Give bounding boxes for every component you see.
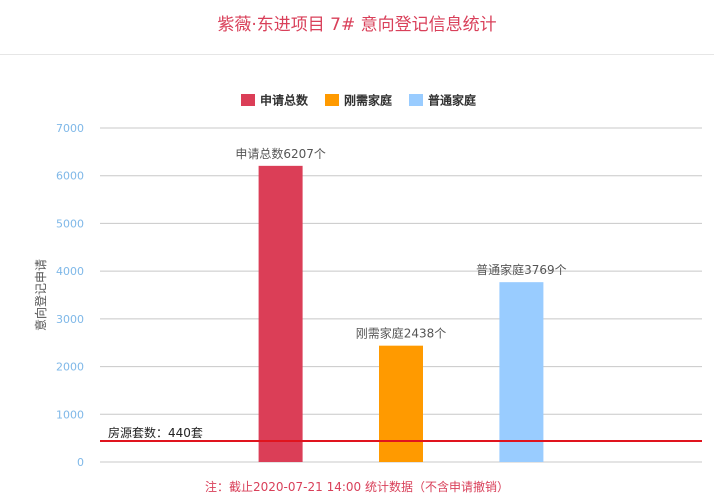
- bar-data-label: 申请总数6207个: [235, 146, 326, 161]
- y-tick-label: 6000: [56, 170, 84, 183]
- legend-label: 申请总数: [260, 93, 309, 108]
- bar-data-label: 普通家庭3769个: [476, 262, 567, 277]
- y-axis-title: 意向登记申请: [33, 259, 48, 331]
- title-divider: [0, 54, 714, 55]
- legend-label: 普通家庭: [428, 93, 476, 108]
- bar: [258, 165, 303, 462]
- y-tick-label: 0: [77, 456, 84, 469]
- legend-swatch: [409, 94, 423, 106]
- footnote: 注：截止2020-07-21 14:00 统计数据（不含申请撤销）: [205, 480, 509, 494]
- chart-title: 紫薇·东进项目 7# 意向登记信息统计: [217, 15, 497, 35]
- bar: [499, 282, 544, 462]
- y-tick-label: 7000: [56, 122, 84, 135]
- y-tick-label: 3000: [56, 313, 84, 326]
- reference-line-label: 房源套数：440套: [108, 425, 203, 440]
- y-tick-label: 5000: [56, 217, 84, 230]
- legend-label: 刚需家庭: [344, 93, 392, 108]
- bar: [379, 345, 423, 462]
- y-tick-label: 2000: [56, 361, 84, 374]
- legend-swatch: [241, 94, 255, 106]
- bar-data-label: 刚需家庭2438个: [356, 326, 447, 341]
- y-tick-label: 4000: [56, 265, 84, 278]
- legend-swatch: [325, 94, 339, 106]
- y-tick-label: 1000: [56, 408, 84, 421]
